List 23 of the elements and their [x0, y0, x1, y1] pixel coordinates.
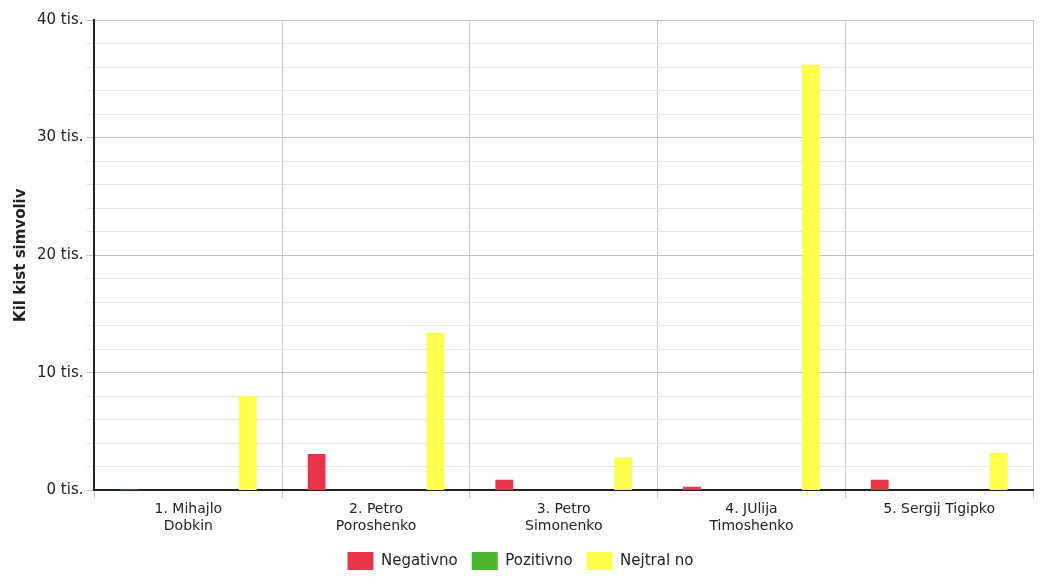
- bar: [426, 332, 445, 490]
- y-tick-label: 20 tis.: [36, 245, 84, 264]
- bar: [870, 479, 889, 490]
- bar: [495, 479, 514, 490]
- x-tick-label: 5. Sergij Tigipko: [883, 500, 996, 517]
- y-tick-label: 0 tis.: [46, 480, 84, 499]
- bar: [989, 452, 1008, 490]
- x-tick-label: 1. Mihajlo Dobkin: [154, 500, 223, 534]
- x-tick-label: 3. Petro Simonenko: [524, 500, 603, 534]
- legend-label: Nejtral no: [620, 550, 694, 569]
- x-tick-label: 4. JUlija Timoshenko: [708, 500, 794, 534]
- x-tick-label: 2. Petro Poroshenko: [335, 500, 417, 534]
- bar: [801, 64, 820, 490]
- legend-label: Pozitivno: [505, 550, 573, 569]
- legend-label: Negativno: [380, 550, 458, 569]
- y-axis-title: Kil kist simvoliv: [10, 188, 29, 322]
- y-tick-label: 40 tis.: [36, 9, 84, 28]
- bar: [307, 453, 326, 490]
- bar: [238, 396, 257, 490]
- bar: [683, 486, 701, 490]
- y-tick-label: 30 tis.: [36, 127, 84, 146]
- bar: [614, 457, 633, 490]
- y-tick-label: 10 tis.: [36, 362, 84, 381]
